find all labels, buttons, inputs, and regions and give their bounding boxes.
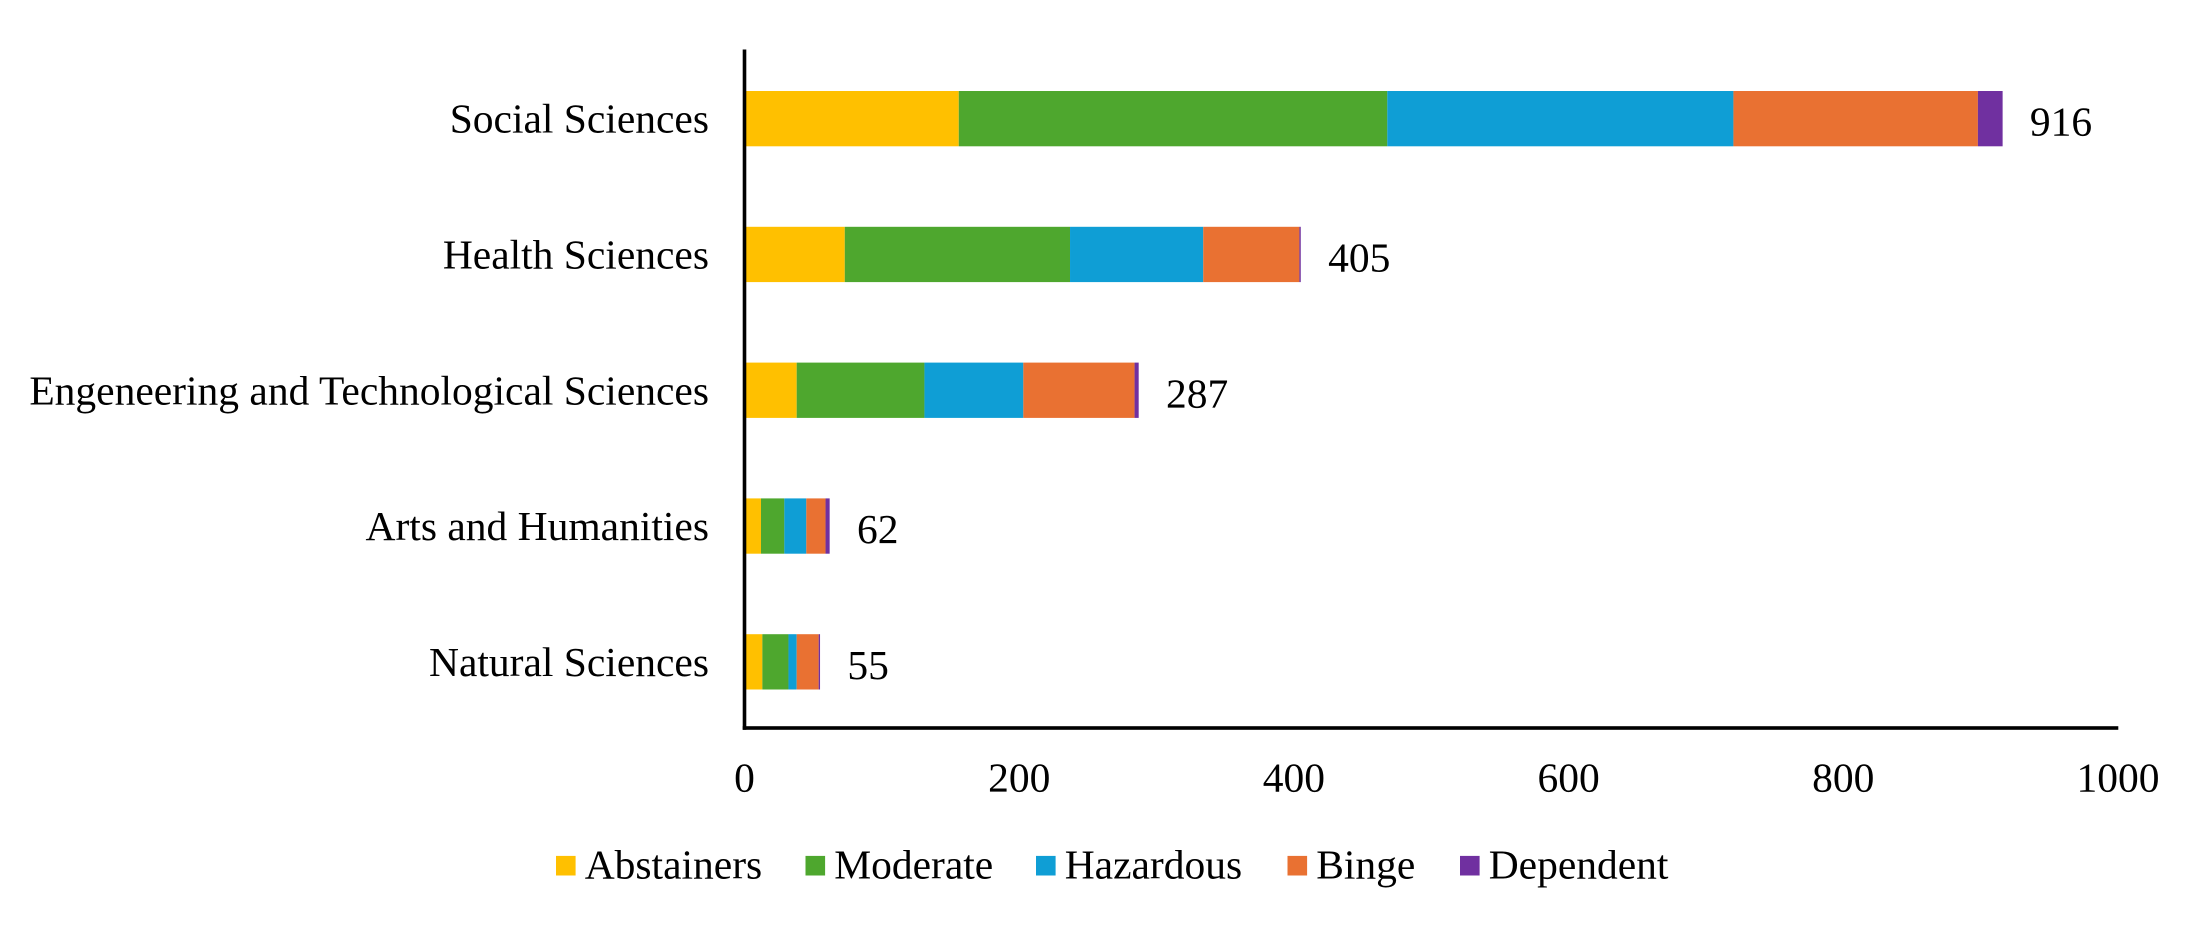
svg-text:Social Sciences: Social Sciences bbox=[450, 96, 709, 142]
svg-text:287: 287 bbox=[1166, 370, 1228, 416]
svg-text:55: 55 bbox=[847, 642, 889, 688]
svg-text:916: 916 bbox=[2030, 99, 2092, 145]
svg-text:62: 62 bbox=[857, 506, 899, 552]
svg-text:Moderate: Moderate bbox=[834, 842, 993, 888]
svg-text:Health Sciences: Health Sciences bbox=[443, 231, 709, 277]
svg-text:Dependent: Dependent bbox=[1489, 842, 1669, 888]
svg-text:600: 600 bbox=[1537, 755, 1599, 801]
svg-text:Engeneering and Technological: Engeneering and Technological Sciences bbox=[29, 367, 709, 413]
svg-text:Abstainers: Abstainers bbox=[585, 842, 763, 888]
svg-text:Binge: Binge bbox=[1316, 842, 1415, 888]
svg-text:Natural Sciences: Natural Sciences bbox=[429, 639, 709, 685]
svg-text:Hazardous: Hazardous bbox=[1065, 842, 1242, 888]
svg-text:Arts and Humanities: Arts and Humanities bbox=[366, 503, 709, 549]
svg-text:0: 0 bbox=[734, 755, 755, 801]
svg-text:1000: 1000 bbox=[2077, 755, 2160, 801]
svg-text:800: 800 bbox=[1812, 755, 1874, 801]
svg-text:400: 400 bbox=[1263, 755, 1325, 801]
svg-text:200: 200 bbox=[988, 755, 1050, 801]
svg-text:405: 405 bbox=[1328, 234, 1390, 280]
